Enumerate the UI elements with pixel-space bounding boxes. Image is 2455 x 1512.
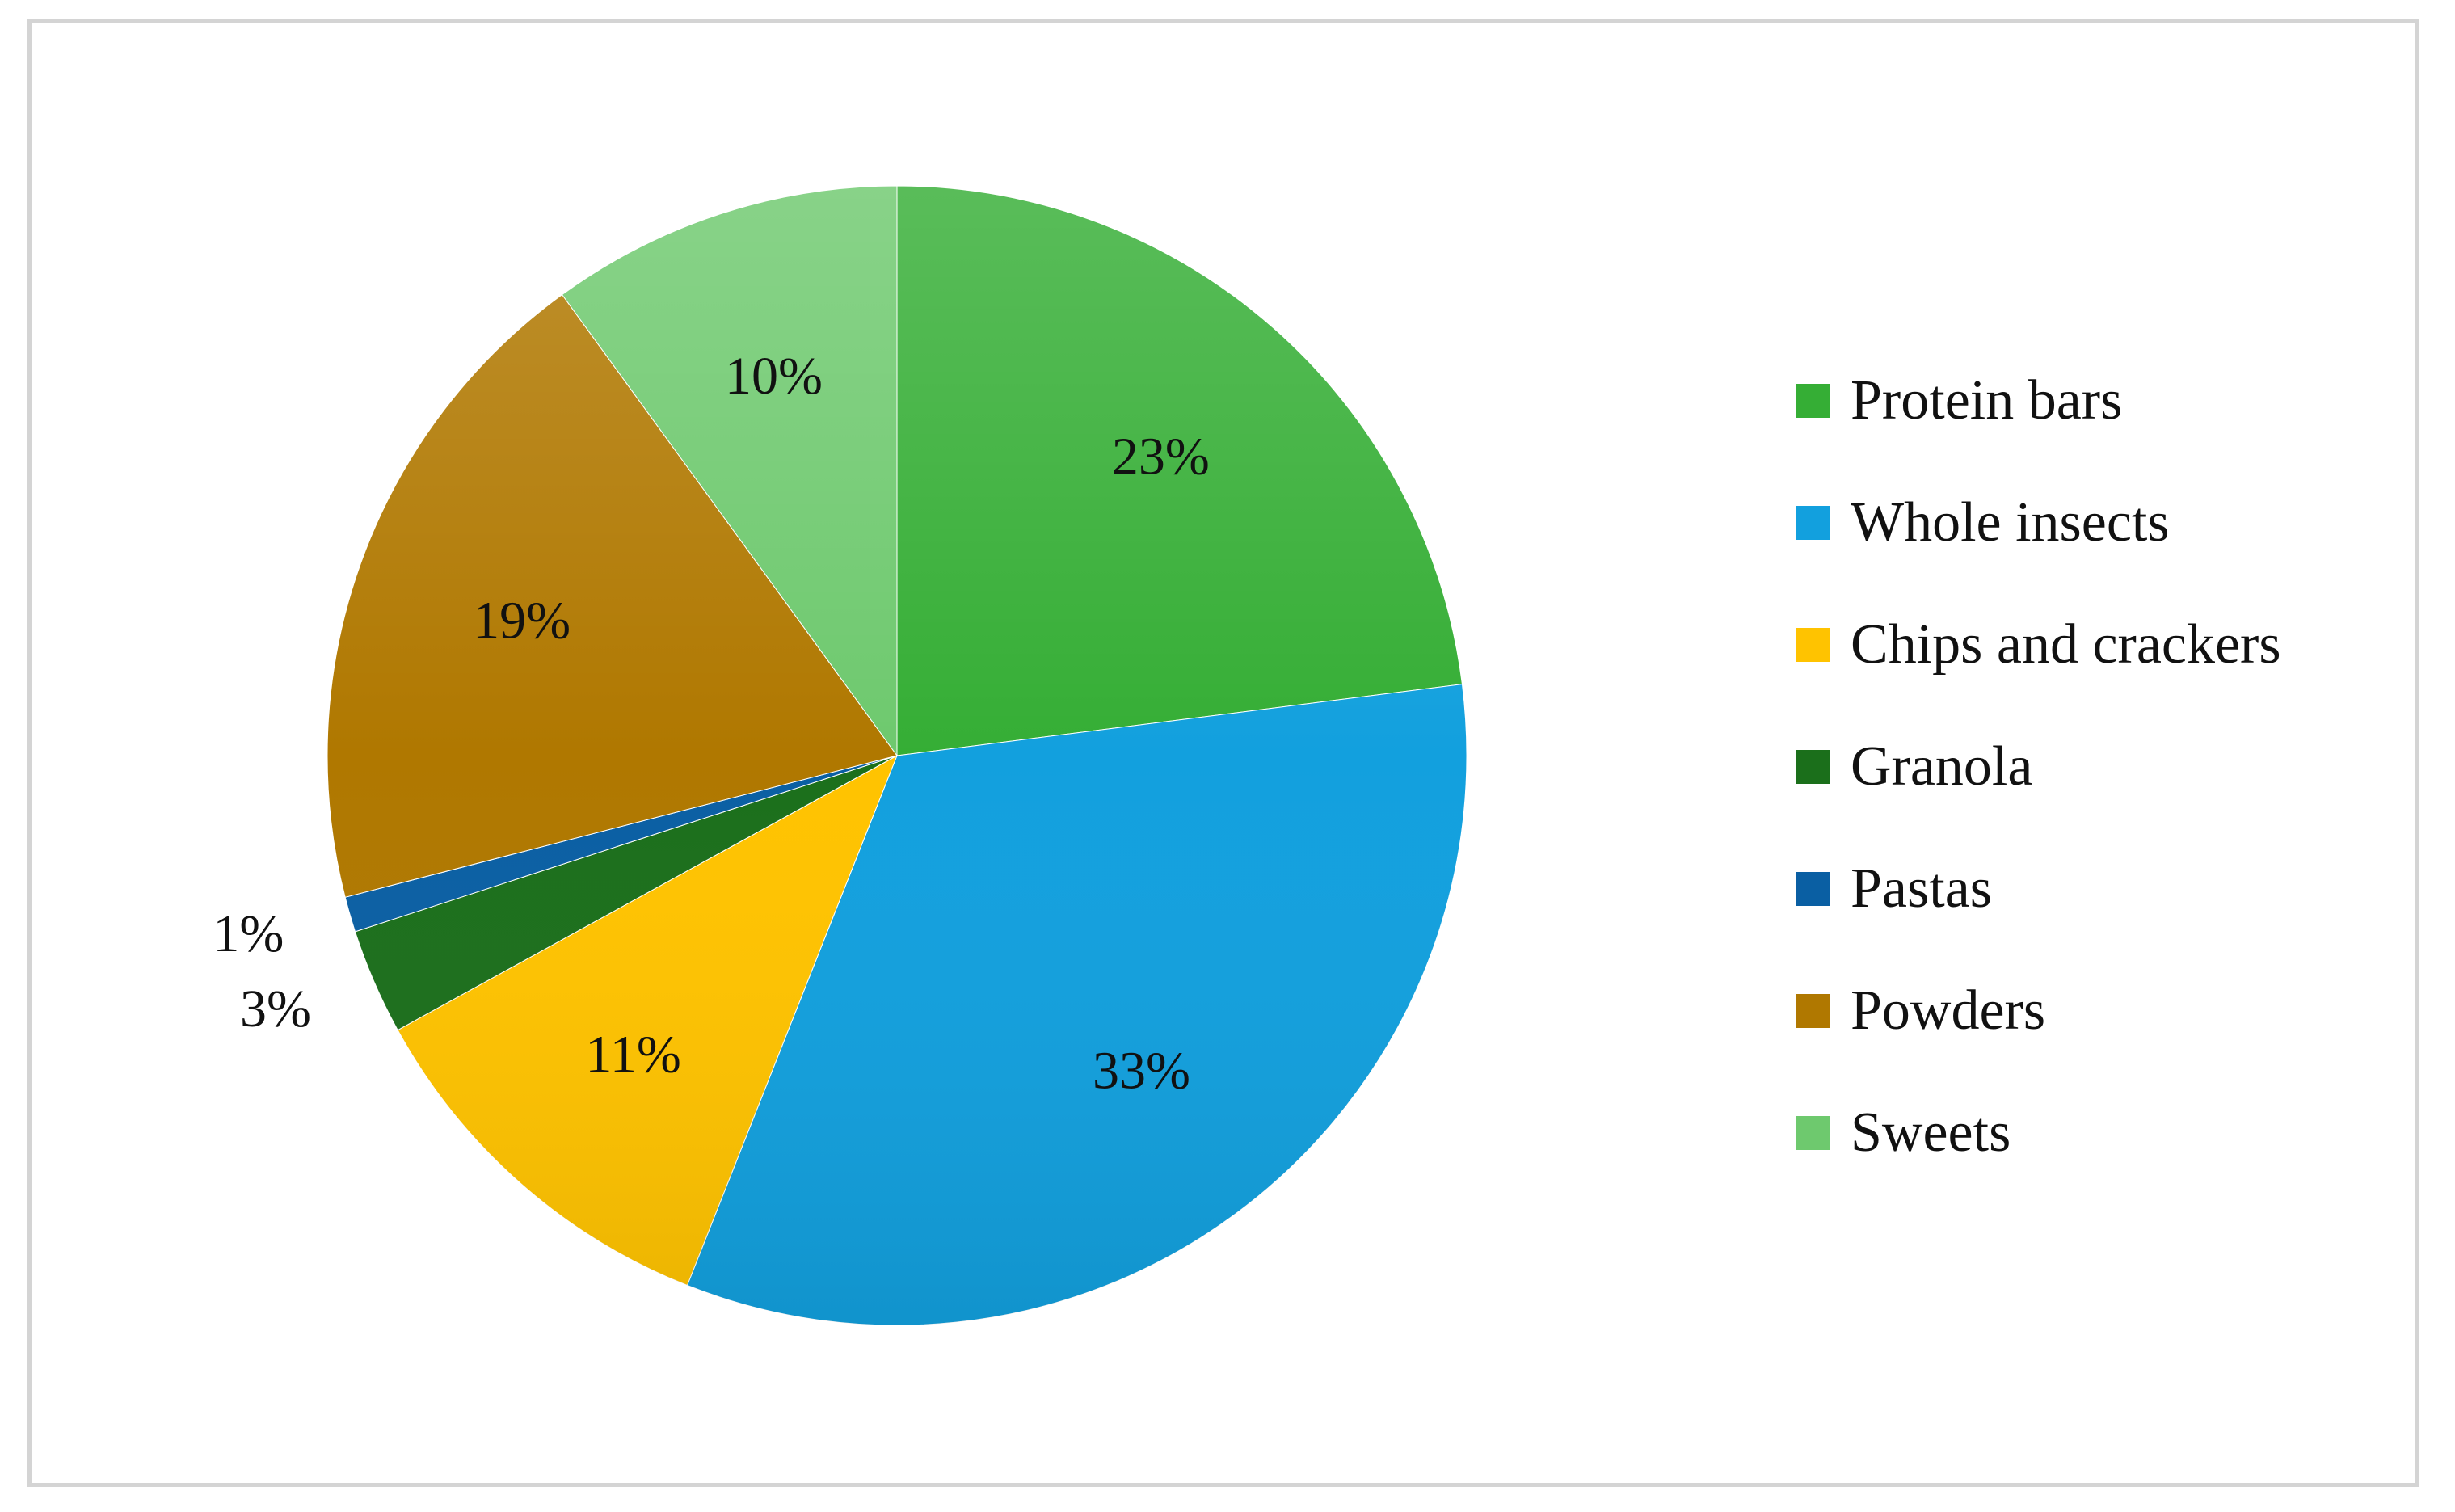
- pie-labels: 23% 33% 11% 3% 1% 19% 10%: [213, 347, 1209, 1100]
- pie-label-protein-bars: 23%: [1112, 427, 1210, 486]
- legend-swatch-granola: [1796, 749, 1830, 784]
- pie-label-whole-insects: 33%: [1093, 1041, 1190, 1100]
- pie-label-pastas: 1%: [213, 904, 284, 963]
- legend-item-chips-and-crackers: Chips and crackers: [1796, 583, 2410, 705]
- legend-swatch-whole-insects: [1796, 505, 1830, 540]
- legend-item-granola: Granola: [1796, 705, 2410, 828]
- legend-label-granola: Granola: [1851, 735, 2033, 798]
- legend-item-whole-insects: Whole insects: [1796, 461, 2410, 583]
- legend-item-sweets: Sweets: [1796, 1072, 2410, 1194]
- legend-swatch-powders: [1796, 993, 1830, 1028]
- legend-label-protein-bars: Protein bars: [1851, 369, 2123, 432]
- legend-item-pastas: Pastas: [1796, 828, 2410, 950]
- legend-label-sweets: Sweets: [1851, 1101, 2011, 1164]
- legend-swatch-chips-and-crackers: [1796, 627, 1830, 662]
- pie-label-chips-and-crackers: 11%: [585, 1026, 681, 1085]
- legend-label-chips-and-crackers: Chips and crackers: [1851, 613, 2281, 676]
- legend-item-protein-bars: Protein bars: [1796, 339, 2410, 461]
- legend-item-powders: Powders: [1796, 950, 2410, 1072]
- pie-label-sweets: 10%: [725, 347, 823, 406]
- legend-label-powders: Powders: [1851, 979, 2046, 1042]
- legend-swatch-pastas: [1796, 871, 1830, 906]
- legend-swatch-protein-bars: [1796, 383, 1830, 418]
- pie-label-powders: 19%: [473, 591, 571, 650]
- legend: Protein bars Whole insects Chips and crack…: [1796, 339, 2410, 1194]
- pie-label-granola: 3%: [240, 979, 311, 1038]
- legend-swatch-sweets: [1796, 1115, 1830, 1150]
- pie-slices: [326, 185, 1468, 1326]
- legend-label-whole-insects: Whole insects: [1851, 491, 2170, 554]
- legend-label-pastas: Pastas: [1851, 857, 1992, 920]
